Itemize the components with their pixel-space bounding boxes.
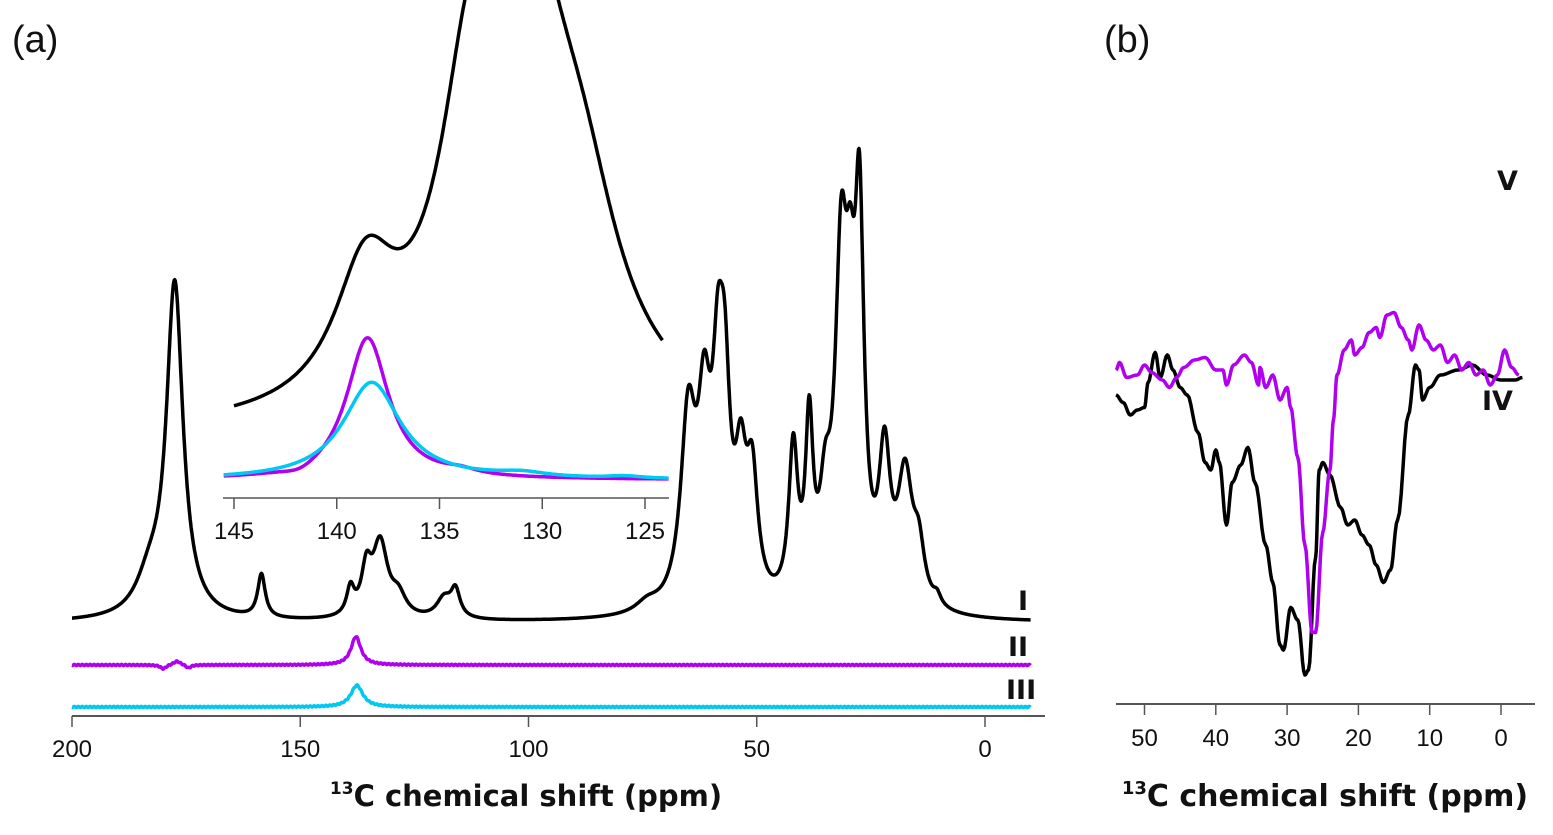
- x-tick-label: 0: [978, 736, 991, 763]
- series-label-I: I: [1018, 586, 1028, 617]
- series-label-III: III: [1006, 675, 1036, 706]
- inset-x-tick-label: 135: [419, 518, 459, 545]
- inset-x-tick-label: 125: [625, 518, 665, 545]
- panel-a: 145 140 135 130 125 200 150 100 50 0 I II III 13…: [52, 0, 1045, 813]
- inset-x-tick-label: 130: [522, 518, 562, 545]
- x-tick-label: 100: [508, 736, 548, 763]
- panel-a-series: [70, 146, 1032, 710]
- spectrum-II: [70, 635, 1032, 671]
- x-tick-label: 0: [1494, 725, 1507, 752]
- panel-a-x-axis-title-sup: 13: [330, 779, 354, 799]
- inset-x-tick-label: 145: [214, 518, 254, 545]
- x-tick-label: 10: [1416, 725, 1443, 752]
- panel-a-ticks: 200 150 100 50 0: [52, 716, 992, 763]
- x-tick-label: 40: [1202, 725, 1229, 752]
- x-tick-label: 30: [1274, 725, 1301, 752]
- panel-b: 50 40 30 20 10 0 IV V 13C chemical shift (ppm…: [1114, 166, 1535, 814]
- x-tick-label: 50: [743, 736, 770, 763]
- inset-expansion: 145 140 135 130 125: [214, 0, 670, 545]
- inset-spectrum-II: [223, 336, 670, 481]
- x-tick-label: 20: [1345, 725, 1372, 752]
- x-tick-label: 150: [280, 736, 320, 763]
- panel-b-series: [1114, 310, 1523, 677]
- inset-spectrum-I: [233, 0, 664, 408]
- panel-label-b: (b): [1104, 19, 1150, 61]
- inset-x-tick-label: 140: [317, 518, 357, 545]
- spectrum-V: [1114, 310, 1520, 635]
- spectrum-IV: [1115, 350, 1523, 677]
- panel-a-x-axis-title-text: C chemical shift (ppm): [354, 779, 723, 813]
- panel-b-ticks: 50 40 30 20 10 0: [1131, 704, 1508, 752]
- x-tick-label: 50: [1131, 725, 1158, 752]
- series-label-IV: IV: [1482, 386, 1513, 417]
- x-tick-label: 200: [52, 736, 92, 763]
- spectrum-III: [70, 683, 1032, 710]
- panel-b-x-axis-title-sup: 13: [1122, 778, 1147, 799]
- panel-label-a: (a): [12, 19, 58, 61]
- series-label-V: V: [1497, 166, 1518, 197]
- spectrum-I: [70, 146, 1032, 622]
- panel-b-x-axis-title: 13C chemical shift (ppm): [1122, 778, 1528, 814]
- panel-a-x-axis-title: 13C chemical shift (ppm): [330, 779, 722, 813]
- panel-b-x-axis-title-text: C chemical shift (ppm): [1147, 779, 1528, 814]
- series-label-II: II: [1008, 632, 1028, 663]
- inset-spectrum-III: [223, 380, 670, 480]
